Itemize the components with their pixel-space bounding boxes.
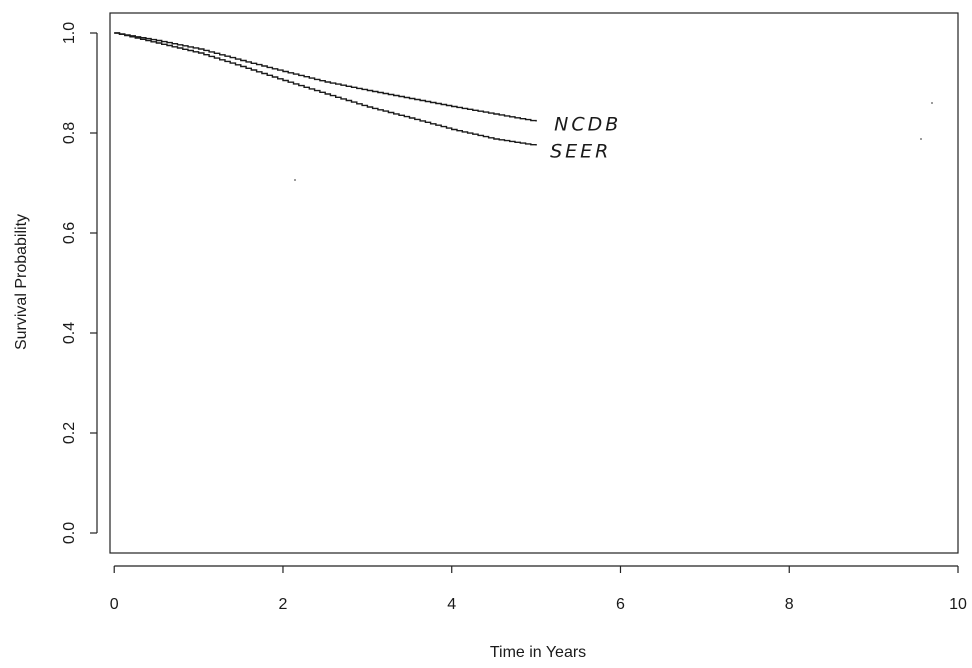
y-tick-label: 0.4 [61,322,78,344]
scan-speck [931,102,933,104]
y-tick-label: 0.6 [61,222,78,244]
y-tick-label: 1.0 [61,22,78,44]
x-tick-label: 10 [949,596,967,613]
scan-speck [294,179,296,181]
y-tick-label: 0.2 [61,422,78,444]
x-tick-label: 8 [785,596,794,613]
series-line-ncdb [114,32,537,122]
y-axis-label: Survival Probability [13,214,30,350]
y-tick-label: 0.8 [61,122,78,144]
series-layer [114,32,537,146]
x-axis: 0 2 4 6 8 10 [110,565,967,613]
annotation-seer: SEER [550,141,611,163]
scan-speck [920,138,922,140]
plot-frame [109,12,959,554]
x-tick-label: 2 [279,596,288,613]
y-axis: 0.0 0.2 0.4 0.6 0.8 1.0 [61,22,98,544]
x-tick-label: 6 [616,596,625,613]
annotation-layer: NCDB SEER [550,114,621,163]
x-tick-label: 4 [447,596,456,613]
y-tick-label: 0.0 [61,522,78,544]
x-axis-label: Time in Years [490,644,586,661]
annotation-ncdb: NCDB [554,114,621,136]
series-line-seer [114,32,537,146]
x-tick-label: 0 [110,596,119,613]
